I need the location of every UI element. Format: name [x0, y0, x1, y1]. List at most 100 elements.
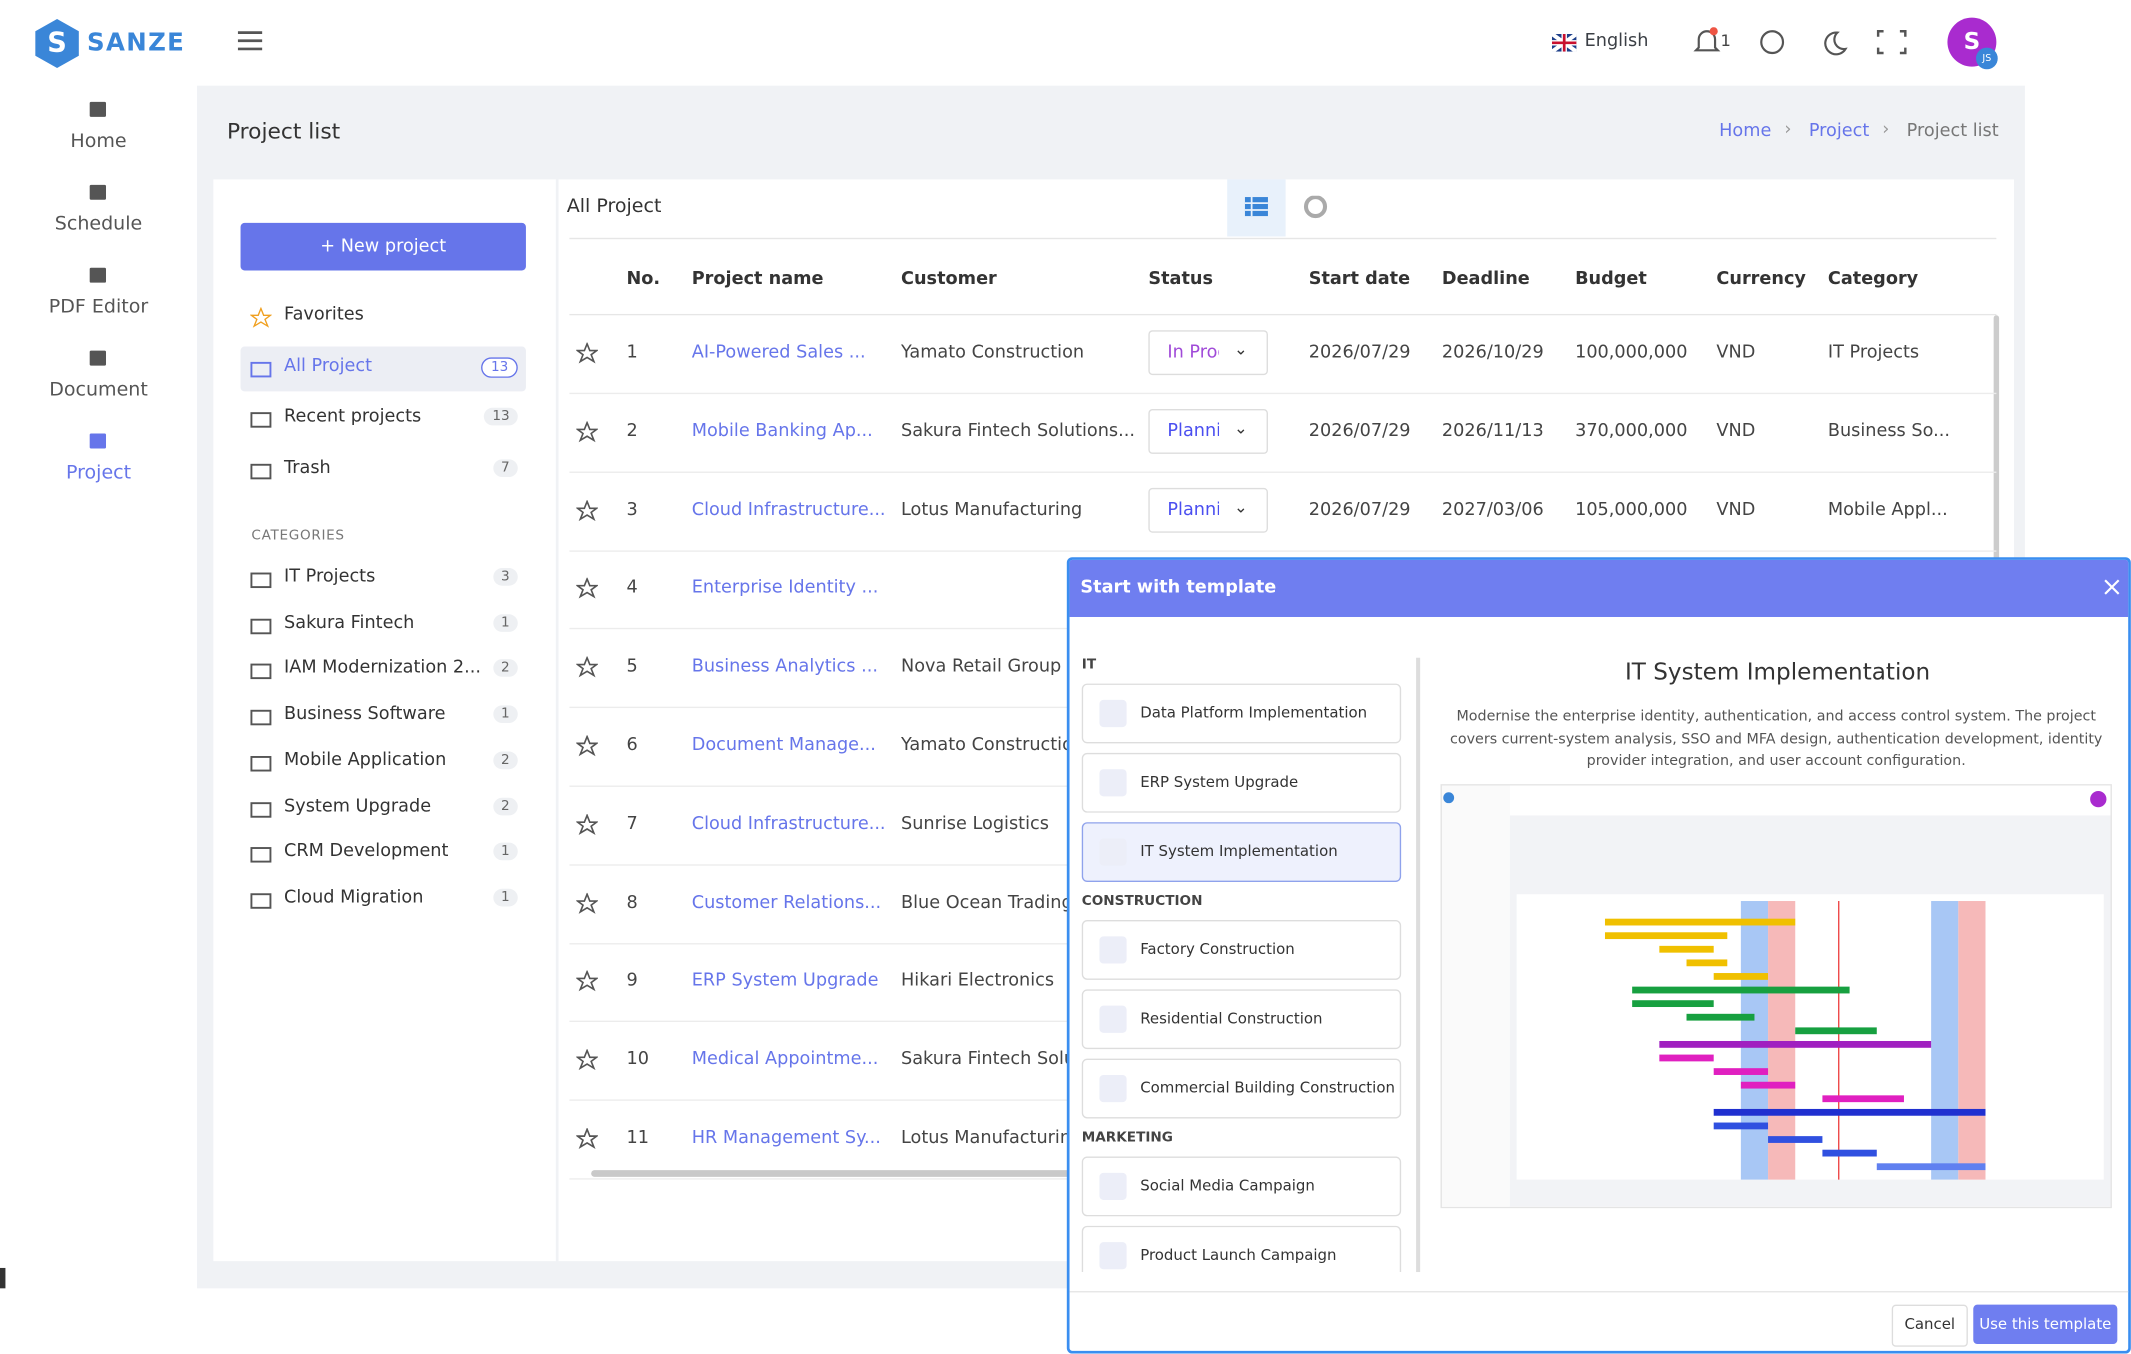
cell: Sunrise Logistics	[901, 813, 1049, 835]
cell: 4	[626, 578, 638, 599]
favorite-star[interactable]	[576, 892, 598, 914]
cell: Hikari Electronics	[901, 970, 1055, 992]
favorite-star[interactable]	[576, 578, 598, 600]
project-link[interactable]: Business Analytics ...	[691, 656, 878, 678]
project-link[interactable]: Cloud Infrastructure...	[691, 499, 886, 520]
project-link[interactable]: Mobile Banking Ap...	[691, 421, 873, 442]
nav-active-bg	[240, 345, 526, 391]
cancel-button[interactable]: Cancel	[1891, 1304, 1968, 1347]
favorite-star[interactable]	[576, 1049, 598, 1071]
template-card[interactable]: IT System Implementation	[1081, 822, 1402, 882]
cell: 8	[626, 892, 638, 913]
project-link[interactable]: ERP System Upgrade	[691, 970, 879, 992]
template-card[interactable]: Social Media Campaign	[1081, 1156, 1402, 1217]
favorite-star[interactable]	[576, 970, 598, 993]
favorite-star[interactable]	[576, 342, 598, 364]
close-button[interactable]	[2104, 579, 2120, 595]
row-divider	[569, 471, 1997, 473]
favorite-star[interactable]	[576, 499, 598, 522]
template-card[interactable]: Product Launch Campaign	[1081, 1225, 1402, 1273]
nav-icon	[89, 101, 107, 117]
category-item[interactable]: IAM Modernization 2...	[284, 658, 482, 679]
avatar-badge: JS	[1975, 47, 1998, 70]
status-select[interactable]: In Prog ⌄	[1148, 330, 1268, 376]
use-template-button[interactable]: Use this template	[1973, 1304, 2118, 1345]
cell: VND	[1716, 421, 1756, 442]
category-item[interactable]: Cloud Migration	[284, 887, 424, 908]
template-card[interactable]: Residential Construction	[1081, 989, 1402, 1050]
menu-toggle[interactable]	[237, 30, 263, 52]
favorite-star[interactable]	[576, 1127, 598, 1150]
sidebar-item[interactable]: PDF Editor	[48, 296, 149, 319]
favorite-star[interactable]	[576, 813, 598, 836]
table-title: All Project	[566, 195, 662, 218]
cell: 7	[626, 813, 638, 835]
bell-icon[interactable]	[1693, 27, 1721, 57]
brand: SANZE	[86, 28, 186, 58]
category-item[interactable]: Sakura Fintech	[284, 612, 415, 633]
project-link[interactable]: Enterprise Identity ...	[691, 578, 879, 599]
category-item[interactable]: IT Projects	[284, 566, 376, 588]
nav-icon	[89, 433, 107, 449]
project-link[interactable]: Medical Appointme...	[691, 1049, 879, 1070]
status-select[interactable]: Planni ⌄	[1148, 408, 1268, 454]
cell: Mobile Appl...	[1827, 499, 1948, 520]
cell: IT Projects	[1827, 342, 1920, 363]
doc-icon	[1099, 1074, 1127, 1103]
project-link[interactable]: Document Manage...	[691, 735, 876, 756]
category-item[interactable]: Business Software	[284, 704, 446, 725]
scrollbar	[591, 1170, 1081, 1177]
nav-item[interactable]: All Project	[284, 355, 373, 376]
cell: 6	[626, 735, 638, 756]
category-item[interactable]: Mobile Application	[284, 749, 447, 771]
count-badge: 1	[492, 842, 518, 861]
template-modal: Start with template IT Data Platform Impl…	[1066, 557, 2131, 1354]
nav-item[interactable]: Recent projects	[284, 406, 422, 427]
sidebar-item[interactable]: Home	[70, 130, 127, 153]
cell: Blue Ocean Trading	[901, 892, 1073, 913]
template-card[interactable]: Commercial Building Construction	[1081, 1058, 1402, 1119]
nav-icon	[89, 350, 107, 366]
new-project-button[interactable]: + New project	[240, 222, 526, 271]
categories-title: CATEGORIES	[251, 528, 345, 544]
template-name: Factory Construction	[1140, 940, 1295, 959]
breadcrumb-item: Project list	[1906, 120, 1999, 142]
group-label: CONSTRUCTION	[1081, 894, 1203, 910]
folder-icon	[250, 755, 272, 772]
language-select[interactable]: English	[1584, 31, 1649, 52]
logo: S	[35, 19, 79, 68]
column-header: Start date	[1308, 269, 1411, 290]
status-select[interactable]: Planni ⌄	[1148, 487, 1268, 533]
favorite-star[interactable]	[576, 735, 598, 757]
project-link[interactable]: AI-Powered Sales ...	[691, 342, 866, 363]
folder-icon	[250, 709, 272, 726]
cell: 11	[626, 1127, 649, 1149]
breadcrumb-item[interactable]: Project	[1808, 120, 1870, 142]
cell: 5	[626, 656, 638, 678]
breadcrumb-item[interactable]: Home	[1719, 120, 1772, 142]
category-item[interactable]: CRM Development	[284, 841, 449, 862]
modal-header	[1069, 559, 2129, 617]
favorite-star[interactable]	[576, 656, 598, 679]
footer-divider	[1069, 1291, 2129, 1293]
template-card[interactable]: Factory Construction	[1081, 920, 1402, 980]
sidebar-item[interactable]: Project	[65, 462, 132, 484]
template-card[interactable]: Data Platform Implementation	[1081, 683, 1402, 744]
sidebar-item[interactable]: Schedule	[54, 213, 143, 236]
status-value: Planni	[1167, 499, 1220, 520]
category-item[interactable]: System Upgrade	[284, 795, 432, 817]
project-link[interactable]: Customer Relations...	[691, 892, 882, 913]
template-card[interactable]: ERP System Upgrade	[1081, 752, 1402, 813]
favorite-star[interactable]	[576, 421, 598, 443]
header-icons[interactable]	[1759, 29, 1908, 56]
cell: Yamato Construction	[901, 342, 1085, 363]
count-badge: 7	[492, 458, 518, 477]
column-header: Budget	[1575, 269, 1647, 290]
project-link[interactable]: HR Management Sy...	[691, 1127, 881, 1149]
nav-item[interactable]: Favorites	[284, 304, 364, 325]
sidebar-item[interactable]: Document	[49, 379, 148, 401]
project-link[interactable]: Cloud Infrastructure...	[691, 813, 886, 835]
nav-item[interactable]: Trash	[284, 457, 331, 478]
folder-icon	[250, 618, 272, 634]
